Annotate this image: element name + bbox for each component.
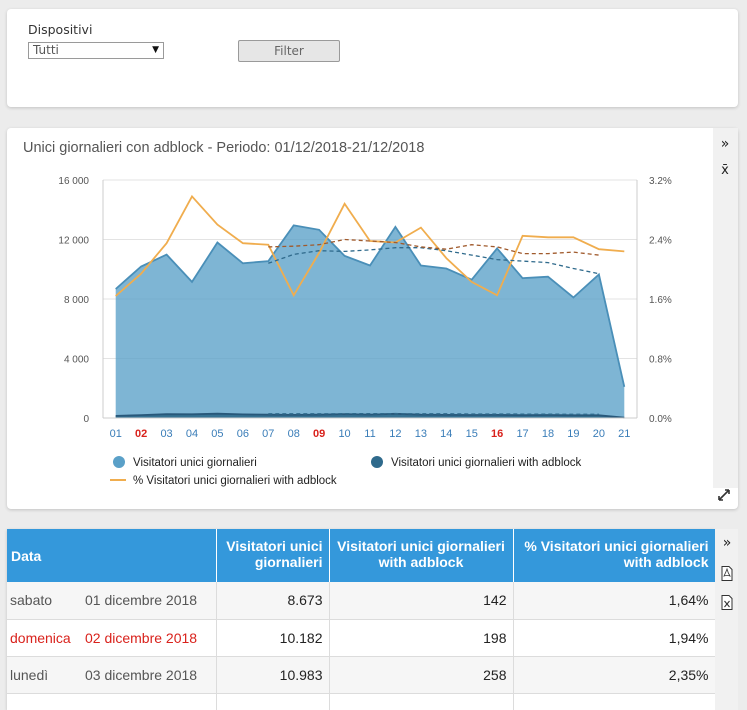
x-tick-label: 18 xyxy=(542,428,554,440)
filter-button[interactable]: Filter xyxy=(238,40,340,62)
cell-percent: 1,94% xyxy=(513,619,715,657)
cell-adblock: 142 xyxy=(329,582,514,620)
x-tick-label: 04 xyxy=(186,428,198,440)
cell-visitors xyxy=(216,693,330,710)
x-tick-label: 01 xyxy=(110,428,122,440)
x-tick-label: 06 xyxy=(237,428,249,440)
filter-panel: Dispositivi Tutti ▼ Filter xyxy=(7,9,738,107)
cell-weekday: sabato xyxy=(10,592,53,609)
series-line-1 xyxy=(115,412,625,419)
x-tick-label: 19 xyxy=(567,428,579,440)
cell-date: lunedì 03 dicembre 2018 xyxy=(7,656,217,694)
x-tick-label: 02 xyxy=(135,428,147,440)
legend-marker xyxy=(113,456,125,468)
y-left-tick-label: 16 000 xyxy=(58,176,89,187)
x-tick-label: 20 xyxy=(593,428,605,440)
x-tick-label: 10 xyxy=(338,428,350,440)
chart-side-toolbar xyxy=(713,128,738,488)
x-tick-label: 17 xyxy=(516,428,528,440)
data-table: Data Visitatori unici giornalieri Visita… xyxy=(7,529,715,710)
cell-weekday: lunedì xyxy=(10,666,49,683)
x-tick-label: 08 xyxy=(288,428,300,440)
y-left-tick-label: 12 000 xyxy=(58,236,89,247)
cell-percent: 1,64% xyxy=(513,582,715,620)
x-tick-label: 16 xyxy=(491,428,503,440)
cell-date-text: 02 dicembre 2018 xyxy=(85,629,198,646)
cell-date xyxy=(7,693,217,710)
devices-select[interactable]: Tutti ▼ xyxy=(28,42,164,59)
x-tick-label: 11 xyxy=(364,428,375,440)
cell-adblock: 198 xyxy=(329,619,514,657)
cell-percent: 2,35% xyxy=(513,656,715,694)
cell-adblock xyxy=(329,693,514,710)
legend-label: Visitatori unici giornalieri with adbloc… xyxy=(391,457,582,469)
y-right-tick-label: 1.6% xyxy=(649,295,672,306)
cell-adblock: 258 xyxy=(329,656,514,694)
y-right-tick-label: 3.2% xyxy=(649,176,672,187)
header-percent[interactable]: % Visitatori unici giornalieri with adbl… xyxy=(513,529,715,582)
x-tick-label: 03 xyxy=(160,428,172,440)
y-left-tick-label: 8 000 xyxy=(64,295,89,306)
table-row: sabato 01 dicembre 2018 8.673 142 1,64% xyxy=(7,582,715,620)
y-right-tick-label: 2.4% xyxy=(649,236,672,247)
cell-date-text: 01 dicembre 2018 xyxy=(85,592,198,609)
cell-date-text: 03 dicembre 2018 xyxy=(85,666,198,683)
cell-visitors: 8.673 xyxy=(216,582,330,620)
data-table-panel: Data Visitatori unici giornalieri Visita… xyxy=(7,529,715,710)
trend-line-0 xyxy=(268,247,600,275)
table-row xyxy=(7,693,715,710)
series-line-0 xyxy=(115,224,626,387)
excel-icon[interactable] xyxy=(721,595,733,610)
y-left-tick-label: 4 000 xyxy=(64,355,89,366)
y-right-tick-label: 0.8% xyxy=(649,355,672,366)
expand-icon[interactable] xyxy=(718,489,730,501)
devices-label: Dispositivi xyxy=(28,22,93,37)
mean-icon[interactable]: x̄ xyxy=(721,163,729,178)
collapse-chevron-icon[interactable]: » xyxy=(722,535,732,551)
chart-panel: Unici giornalieri con adblock - Periodo:… xyxy=(7,128,738,509)
x-tick-label: 09 xyxy=(313,428,325,440)
collapse-chevron-icon[interactable]: » xyxy=(720,136,730,152)
cell-visitors: 10.983 xyxy=(216,656,330,694)
x-tick-label: 14 xyxy=(440,428,452,440)
x-tick-label: 12 xyxy=(389,428,401,440)
table-row: lunedì 03 dicembre 2018 10.983 258 2,35% xyxy=(7,656,715,694)
x-tick-label: 15 xyxy=(466,428,478,440)
x-tick-label: 13 xyxy=(415,428,427,440)
series-area-0 xyxy=(115,225,625,418)
x-tick-label: 07 xyxy=(262,428,274,440)
cell-weekday: domenica xyxy=(10,629,71,646)
y-right-tick-label: 0.0% xyxy=(649,414,672,425)
trend-line-2 xyxy=(268,413,599,415)
cell-visitors: 10.182 xyxy=(216,619,330,657)
pdf-icon[interactable] xyxy=(721,566,733,581)
y-left-tick-label: 0 xyxy=(83,414,89,425)
table-side-toolbar: » xyxy=(715,529,738,710)
header-date[interactable]: Data xyxy=(7,529,217,582)
header-adblock[interactable]: Visitatori unici giornalieri with adbloc… xyxy=(329,529,514,582)
legend-label: % Visitatori unici giornalieri with adbl… xyxy=(133,475,337,487)
chart-canvas: 16 000 3.2% 12 000 2.4% 8 000 1.6% 4 000 0.8% 0 0… xyxy=(58,176,730,501)
x-tick-label: 21 xyxy=(618,428,630,440)
series-line-2 xyxy=(115,194,625,298)
cell-percent xyxy=(513,693,715,710)
table-row: domenica 02 dicembre 2018 10.182 198 1,94… xyxy=(7,619,715,657)
dropdown-arrow-icon: ▼ xyxy=(152,45,159,55)
x-tick-label: 05 xyxy=(211,428,223,440)
header-visitors[interactable]: Visitatori unici giornalieri xyxy=(216,529,330,582)
cell-date: sabato 01 dicembre 2018 xyxy=(7,582,217,620)
table-header-row: Data Visitatori unici giornalieri Visita… xyxy=(7,529,715,582)
cell-date: domenica 02 dicembre 2018 xyxy=(7,619,217,657)
devices-select-value: Tutti xyxy=(33,43,59,57)
chart-title: Unici giornalieri con adblock - Periodo:… xyxy=(23,140,425,156)
legend-label: Visitatori unici giornalieri xyxy=(133,457,257,469)
legend-marker xyxy=(371,456,383,468)
